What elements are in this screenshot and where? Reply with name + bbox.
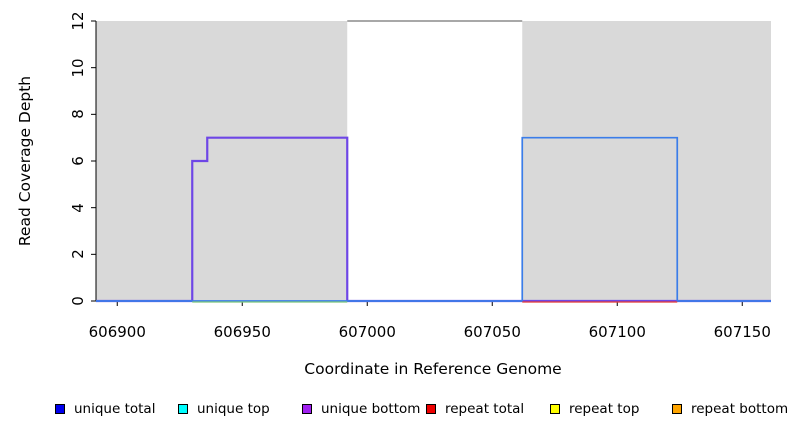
y-tick-label: 8 [69,109,87,120]
x-tick-label: 606950 [213,323,271,341]
legend-item-label: unique bottom [321,401,421,417]
legend-item-label: repeat top [569,401,640,417]
left-repeat-region [96,21,348,301]
legend-swatch-repeat-total [426,404,436,414]
legend-item: unique bottom [302,399,420,419]
legend-item: repeat bottom [672,399,788,419]
legend-item-label: unique top [197,401,270,417]
y-tick-label: 4 [69,202,87,213]
x-tick-label: 607000 [338,323,396,341]
legend-item-label: repeat bottom [691,401,789,417]
x-tick-label: 607100 [588,323,646,341]
legend-swatch-unique-bottom [302,404,312,414]
legend-swatch-repeat-bottom [672,404,682,414]
y-tick-label: 0 [69,296,87,306]
legend-swatch-repeat-top [550,404,560,414]
y-axis-title: Read Coverage Depth [16,75,34,247]
x-tick-label: 606900 [88,323,146,341]
legend-item: unique top [178,399,270,419]
legend-swatch-unique-total [55,404,65,414]
legend: unique total unique top unique bottom repea… [0,399,792,423]
legend-swatch-unique-top [178,404,188,414]
legend-item: unique total [55,399,155,419]
y-tick-label: 10 [69,58,87,78]
right-repeat-region [522,21,771,301]
series-unique-bottom-step [96,136,771,303]
x-tick-label: 607150 [713,323,771,341]
x-axis-title: Coordinate in Reference Genome [304,360,562,378]
legend-item: repeat total [426,399,524,419]
legend-item-label: unique total [74,401,156,417]
legend-item: repeat top [550,399,639,419]
y-tick-label: 2 [69,249,87,260]
series-unique-total-step [96,136,771,302]
x-tick-label: 607050 [463,323,521,341]
y-tick-label: 12 [69,11,87,31]
y-tick-label: 6 [69,156,87,166]
legend-item-label: repeat total [445,401,525,417]
